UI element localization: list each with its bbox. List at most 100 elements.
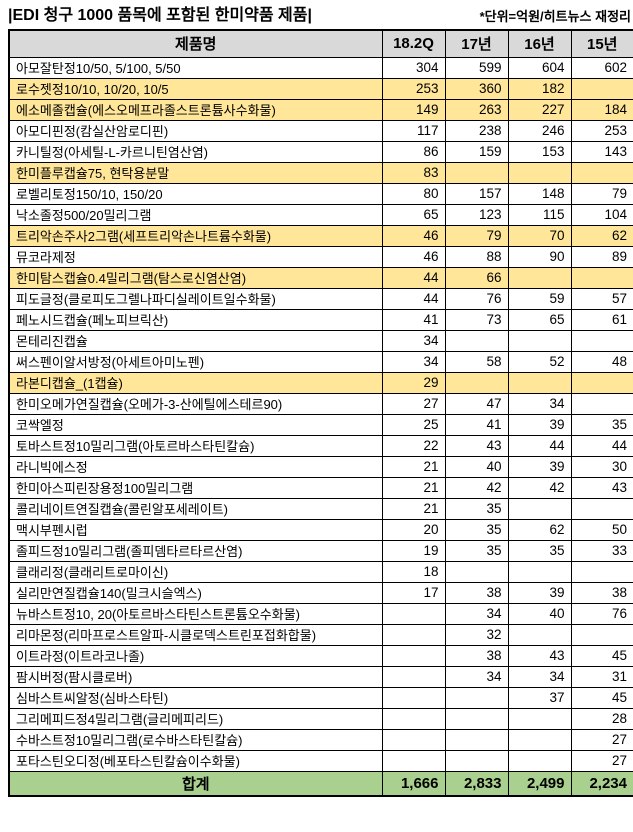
value-cell: 40 bbox=[507, 602, 572, 625]
value-cell: 34 bbox=[381, 329, 446, 352]
table-row: 심바스트씨알정(심바스타틴) 37 45 bbox=[8, 686, 633, 709]
product-name-cell: 에소메졸캡슐(에스오메프라졸스트론튬사수화물) bbox=[8, 98, 383, 121]
value-cell: 46 bbox=[381, 224, 446, 247]
value-cell: 143 bbox=[570, 140, 633, 163]
value-cell: 44 bbox=[381, 266, 446, 289]
table-row: 카니틸정(아세틸-L-카르니틴염산염) 86 159 153 143 bbox=[8, 140, 633, 163]
value-cell: 38 bbox=[444, 581, 509, 604]
table-row: 그리메피드정4밀리그램(글리메피리드) 28 bbox=[8, 707, 633, 730]
value-cell: 42 bbox=[444, 476, 509, 499]
value-cell: 159 bbox=[444, 140, 509, 163]
column-header-18-2q: 18.2Q bbox=[381, 29, 446, 58]
table-row: 낙소졸정500/20밀리그램 65 123 115 104 bbox=[8, 203, 633, 226]
value-cell: 86 bbox=[381, 140, 446, 163]
value-cell bbox=[507, 707, 572, 730]
value-cell bbox=[444, 749, 509, 772]
value-cell: 45 bbox=[570, 686, 633, 709]
table-row: 졸피드정10밀리그램(졸피뎀타르타르산염) 19 35 35 33 bbox=[8, 539, 633, 562]
value-cell: 79 bbox=[570, 182, 633, 205]
product-name-cell: 클래리정(클래리트로마이신) bbox=[8, 560, 383, 583]
value-cell: 47 bbox=[444, 392, 509, 415]
value-cell: 45 bbox=[570, 644, 633, 667]
product-name-cell: 페노시드캡슐(페노피브릭산) bbox=[8, 308, 383, 331]
table-row: 코싹엘정 25 41 39 35 bbox=[8, 413, 633, 436]
table-row: 리마몬정(리마프로스트알파-시클로덱스트린포접화합물) 32 bbox=[8, 623, 633, 646]
value-cell: 21 bbox=[381, 455, 446, 478]
value-cell bbox=[570, 329, 633, 352]
value-cell: 18 bbox=[381, 560, 446, 583]
value-cell bbox=[444, 329, 509, 352]
value-cell: 40 bbox=[444, 455, 509, 478]
value-cell: 238 bbox=[444, 119, 509, 142]
value-cell: 115 bbox=[507, 203, 572, 226]
value-cell: 35 bbox=[570, 413, 633, 436]
value-cell: 34 bbox=[444, 665, 509, 688]
table-row: 로벨리토정150/10, 150/20 80 157 148 79 bbox=[8, 182, 633, 205]
value-cell: 28 bbox=[570, 707, 633, 730]
value-cell: 21 bbox=[381, 497, 446, 520]
table-row: 뉴바스트정10, 20(아토르바스타틴스트론튬오수화물) 34 40 76 bbox=[8, 602, 633, 625]
product-name-cell: 트리악손주사2그램(세프트리악손나트륨수화물) bbox=[8, 224, 383, 247]
value-cell: 39 bbox=[507, 455, 572, 478]
value-cell: 184 bbox=[570, 98, 633, 121]
product-name-cell: 라니빅에스정 bbox=[8, 455, 383, 478]
value-cell: 30 bbox=[570, 455, 633, 478]
page-title: |EDI 청구 1000 품목에 포함된 한미약품 제품| bbox=[8, 7, 312, 24]
product-name-cell: 심바스트씨알정(심바스타틴) bbox=[8, 686, 383, 709]
value-cell: 604 bbox=[507, 56, 572, 79]
value-cell: 70 bbox=[507, 224, 572, 247]
table-row: 한미플루캡슐75, 현탁용분말 83 bbox=[8, 161, 633, 184]
value-cell: 22 bbox=[381, 434, 446, 457]
value-cell: 35 bbox=[444, 497, 509, 520]
product-name-cell: 그리메피드정4밀리그램(글리메피리드) bbox=[8, 707, 383, 730]
product-name-cell: 낙소졸정500/20밀리그램 bbox=[8, 203, 383, 226]
value-cell bbox=[507, 728, 572, 751]
table-header-row: 제품명 18.2Q 17년 16년 15년 bbox=[8, 29, 633, 58]
value-cell: 263 bbox=[444, 98, 509, 121]
value-cell bbox=[381, 623, 446, 646]
value-cell: 44 bbox=[381, 287, 446, 310]
value-cell: 62 bbox=[570, 224, 633, 247]
product-name-cell: 아모잘탄정10/50, 5/100, 5/50 bbox=[8, 56, 383, 79]
value-cell: 17 bbox=[381, 581, 446, 604]
column-header-2017: 17년 bbox=[444, 29, 509, 58]
table-body: 아모잘탄정10/50, 5/100, 5/50 304 599 604 602 로수젯정1… bbox=[8, 56, 633, 797]
value-cell: 149 bbox=[381, 98, 446, 121]
product-name-cell: 리마몬정(리마프로스트알파-시클로덱스트린포접화합물) bbox=[8, 623, 383, 646]
value-cell: 227 bbox=[507, 98, 572, 121]
table-row: 페노시드캡슐(페노피브릭산) 41 73 65 61 bbox=[8, 308, 633, 331]
value-cell: 42 bbox=[507, 476, 572, 499]
value-cell: 58 bbox=[444, 350, 509, 373]
product-name-cell: 몬테리진캡슐 bbox=[8, 329, 383, 352]
product-name-cell: 피도글정(클로피도그렐나파디실레이트일수화물) bbox=[8, 287, 383, 310]
value-cell: 27 bbox=[570, 749, 633, 772]
value-cell bbox=[507, 560, 572, 583]
value-cell bbox=[381, 749, 446, 772]
table-row: 한미아스피린장용정100밀리그램 21 42 42 43 bbox=[8, 476, 633, 499]
value-cell bbox=[381, 602, 446, 625]
value-cell bbox=[570, 77, 633, 100]
product-table: 제품명 18.2Q 17년 16년 15년 아모잘탄정10/50, 5/100,… bbox=[8, 29, 633, 797]
value-cell: 38 bbox=[444, 644, 509, 667]
value-cell: 20 bbox=[381, 518, 446, 541]
value-cell: 117 bbox=[381, 119, 446, 142]
value-cell bbox=[381, 686, 446, 709]
value-cell bbox=[570, 161, 633, 184]
value-cell: 253 bbox=[381, 77, 446, 100]
value-cell: 35 bbox=[444, 518, 509, 541]
product-name-cell: 실리만연질캡슐140(밀크시슬엑스) bbox=[8, 581, 383, 604]
table-row: 아모잘탄정10/50, 5/100, 5/50 304 599 604 602 bbox=[8, 56, 633, 79]
value-cell: 48 bbox=[570, 350, 633, 373]
product-name-cell: 라본디캡슐_(1캡슐) bbox=[8, 371, 383, 394]
value-cell: 41 bbox=[381, 308, 446, 331]
value-cell bbox=[507, 623, 572, 646]
value-cell: 43 bbox=[444, 434, 509, 457]
value-cell: 153 bbox=[507, 140, 572, 163]
column-header-2016: 16년 bbox=[507, 29, 572, 58]
value-cell bbox=[507, 371, 572, 394]
table-row: 실리만연질캡슐140(밀크시슬엑스) 17 38 39 38 bbox=[8, 581, 633, 604]
value-cell bbox=[444, 686, 509, 709]
table-row: 써스펜이알서방정(아세트아미노펜) 34 58 52 48 bbox=[8, 350, 633, 373]
product-name-cell: 콜리네이트연질캡슐(콜린알포세레이트) bbox=[8, 497, 383, 520]
value-cell bbox=[570, 392, 633, 415]
